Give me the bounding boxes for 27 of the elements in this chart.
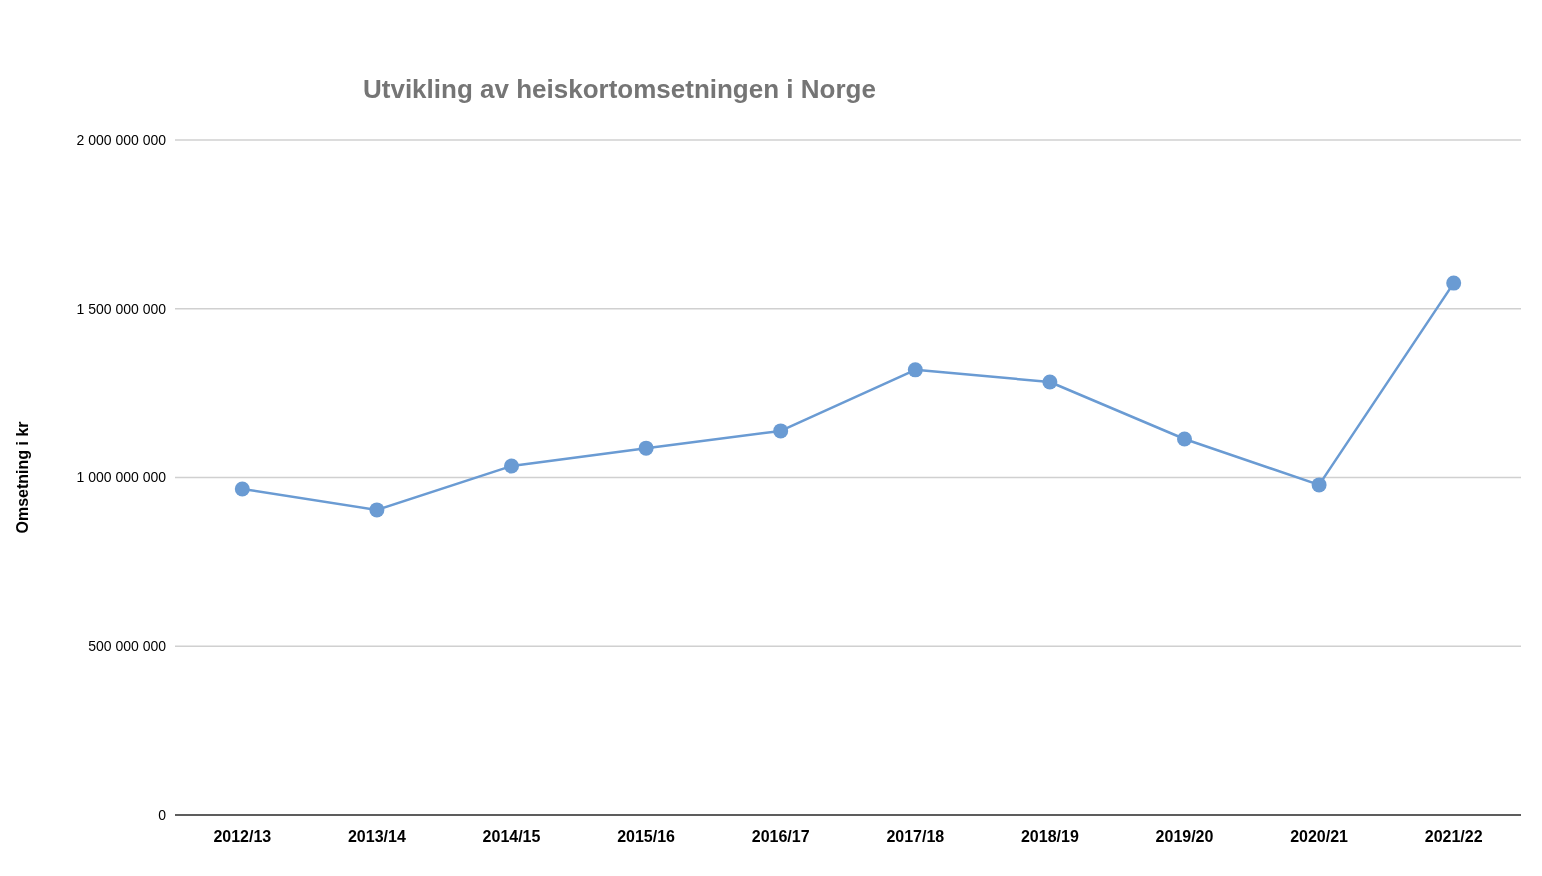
point [638, 440, 654, 456]
y-axis-title: Omsetning i kr [14, 421, 31, 534]
x-tick-label: 2012/13 [213, 828, 272, 845]
y-tick-label: 2 000 000 000 [76, 131, 167, 148]
y-tick-label: 1 500 000 000 [76, 300, 167, 317]
x-tick-label: 2020/21 [1290, 828, 1349, 845]
y-tick-label: 1 000 000 000 [76, 469, 167, 486]
x-tick-label: 2015/16 [617, 828, 676, 845]
point [504, 458, 519, 474]
x-tick-label: 2016/17 [751, 828, 810, 845]
x-tick-label: 2019/20 [1155, 828, 1214, 845]
chart-title: Utvikling av heiskortomsetningen i Norge [363, 74, 876, 104]
x-tick-label: 2018/19 [1020, 828, 1079, 845]
y-tick-label: 0 [158, 806, 167, 823]
point [1177, 431, 1192, 447]
x-tick-label: 2017/18 [886, 828, 945, 845]
x-tick-label: 2013/14 [347, 828, 406, 845]
point [1311, 477, 1327, 493]
x-tick-label: 2021/22 [1424, 828, 1483, 845]
point [773, 423, 789, 439]
point [1042, 374, 1058, 390]
point [907, 362, 923, 378]
point [1446, 275, 1462, 291]
y-tick-label: 500 000 000 [88, 638, 167, 655]
point [234, 481, 250, 497]
x-tick-label: 2014/15 [482, 828, 541, 845]
point [369, 502, 385, 518]
